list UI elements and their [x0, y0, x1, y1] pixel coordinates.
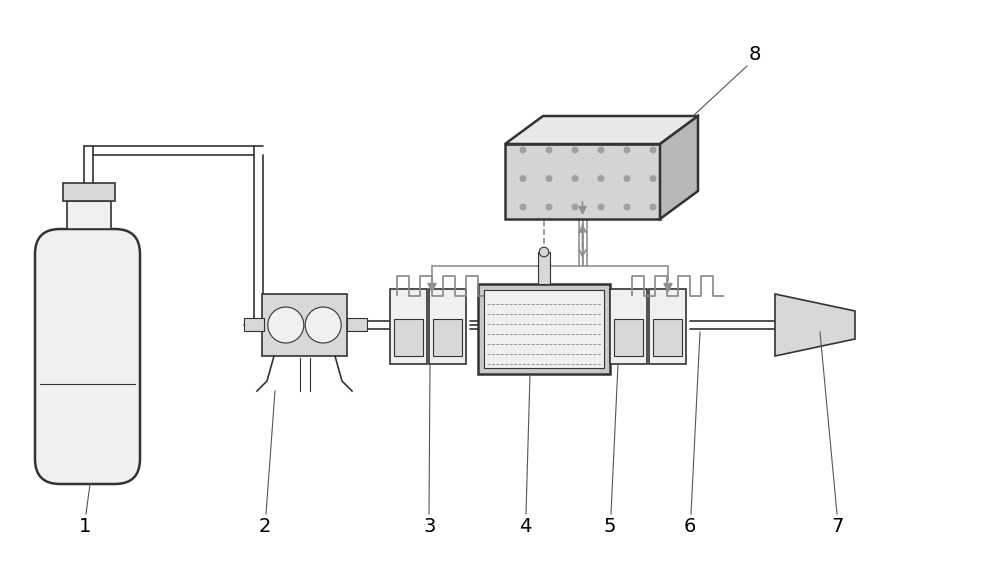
Text: 8: 8	[749, 44, 761, 64]
Bar	[244, 318, 264, 331]
Circle shape	[649, 175, 656, 182]
Circle shape	[649, 147, 656, 154]
Bar	[610, 289, 647, 364]
Circle shape	[598, 203, 604, 210]
Bar	[262, 294, 347, 356]
Bar	[478, 284, 610, 374]
Bar	[653, 318, 682, 356]
Bar	[649, 289, 686, 364]
Wedge shape	[35, 459, 60, 484]
Bar	[60, 229, 115, 484]
Wedge shape	[35, 229, 60, 254]
Circle shape	[545, 203, 552, 210]
Text: 3: 3	[424, 516, 436, 536]
Text: 4: 4	[519, 516, 531, 536]
Circle shape	[572, 203, 578, 210]
Text: 7: 7	[832, 516, 844, 536]
Text: 6: 6	[684, 516, 696, 536]
Circle shape	[305, 307, 341, 343]
Circle shape	[598, 175, 604, 182]
Bar	[484, 290, 604, 368]
Text: 2: 2	[259, 516, 271, 536]
Bar	[614, 318, 643, 356]
Bar	[538, 252, 550, 284]
Polygon shape	[660, 116, 698, 219]
Wedge shape	[115, 459, 140, 484]
Text: 1: 1	[79, 516, 91, 536]
Circle shape	[624, 175, 631, 182]
Circle shape	[520, 175, 526, 182]
Circle shape	[545, 147, 552, 154]
Circle shape	[545, 175, 552, 182]
Bar	[429, 289, 466, 364]
Bar	[433, 318, 462, 356]
Polygon shape	[505, 144, 660, 219]
Wedge shape	[115, 229, 140, 254]
Circle shape	[598, 147, 604, 154]
Bar	[66, 201, 111, 229]
Circle shape	[624, 203, 631, 210]
Circle shape	[624, 147, 631, 154]
Circle shape	[649, 203, 656, 210]
Polygon shape	[505, 116, 698, 144]
Polygon shape	[775, 294, 855, 356]
Circle shape	[520, 203, 526, 210]
Circle shape	[520, 147, 526, 154]
Circle shape	[572, 175, 578, 182]
Bar	[390, 289, 427, 364]
Bar	[347, 318, 367, 331]
Circle shape	[572, 147, 578, 154]
Bar	[62, 183, 115, 201]
Circle shape	[539, 247, 549, 257]
Text: 5: 5	[604, 516, 616, 536]
Bar	[394, 318, 423, 356]
Bar	[35, 254, 140, 459]
Circle shape	[268, 307, 304, 343]
